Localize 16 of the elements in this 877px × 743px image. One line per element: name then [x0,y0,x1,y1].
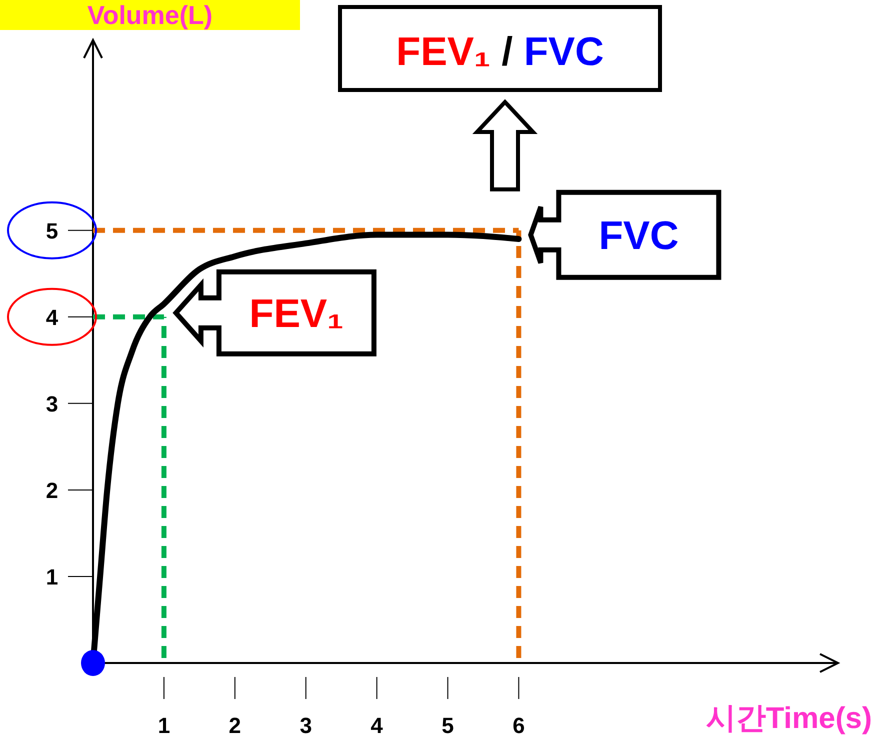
y-tick-label: 2 [46,478,58,503]
x-tick-label: 3 [300,713,312,738]
y-tick-label: 3 [46,391,58,416]
x-tick-label: 4 [370,713,384,738]
x-tick-label: 1 [158,713,170,738]
annotation: FEV₁ [249,292,344,336]
y-tick-label: 4 [46,304,59,330]
annotation: FVC [598,214,679,258]
x-axis-title: 시간Time(s) [706,702,872,735]
y-tick-label: 1 [46,564,58,590]
y-axis-title: Volume(L) [87,0,213,30]
x-tick-label: 2 [228,713,242,738]
x-tick-label: 5 [442,713,454,738]
chart-title: FEV₁ / FVC [396,30,604,74]
y-tick-label: 5 [46,218,58,244]
x-tick-label: 6 [512,713,525,738]
